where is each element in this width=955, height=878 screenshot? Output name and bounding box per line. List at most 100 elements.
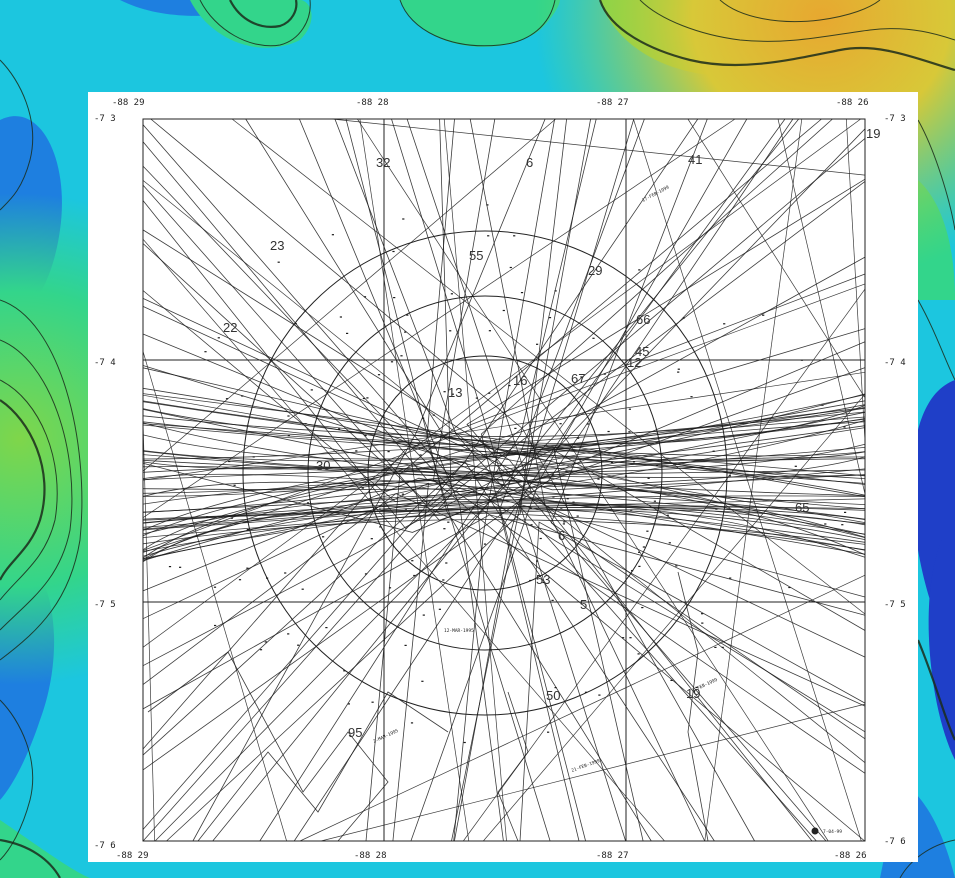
track-tick bbox=[628, 408, 631, 410]
track-tick bbox=[762, 314, 765, 316]
track-tick bbox=[632, 461, 636, 463]
track-tick bbox=[642, 546, 645, 548]
track-tick bbox=[347, 703, 350, 705]
track-tick bbox=[841, 524, 844, 526]
track-number: 19 bbox=[866, 126, 880, 141]
track-tick bbox=[488, 392, 491, 394]
survey-track bbox=[259, 118, 597, 842]
track-tick bbox=[701, 613, 704, 615]
track-tick bbox=[371, 701, 374, 703]
survey-track bbox=[142, 408, 866, 479]
track-tick bbox=[400, 355, 403, 357]
survey-track bbox=[483, 393, 866, 842]
survey-track bbox=[687, 118, 866, 398]
survey-track bbox=[142, 351, 287, 842]
track-tick bbox=[520, 292, 524, 294]
left-lat-label: -7 5 bbox=[94, 600, 116, 610]
track-tick bbox=[206, 516, 209, 518]
track-tick bbox=[586, 423, 589, 425]
survey-track bbox=[197, 691, 449, 842]
contour-line bbox=[639, 0, 955, 42]
track-plot-panel: -88 29 -88 28 -88 27 -88 26 -88 29 -88 2… bbox=[88, 92, 918, 862]
survey-track bbox=[142, 468, 866, 530]
survey-track bbox=[142, 461, 715, 842]
track-tick bbox=[379, 508, 382, 510]
track-tick bbox=[597, 478, 600, 480]
survey-track bbox=[480, 118, 833, 842]
track-tick bbox=[451, 393, 454, 395]
track-tick bbox=[213, 586, 217, 588]
contour-line bbox=[916, 639, 955, 741]
track-tick bbox=[421, 680, 424, 682]
track-tick bbox=[486, 204, 489, 206]
track-tick bbox=[551, 474, 554, 476]
survey-track bbox=[499, 118, 645, 842]
survey-track bbox=[359, 118, 470, 842]
track-tick bbox=[214, 624, 217, 627]
track-tick bbox=[343, 670, 346, 672]
track-tick bbox=[443, 391, 446, 393]
track-tick bbox=[442, 579, 445, 581]
survey-track bbox=[320, 703, 866, 842]
track-tick bbox=[701, 622, 704, 624]
survey-track bbox=[142, 118, 556, 472]
survey-track bbox=[142, 456, 866, 481]
track-tick bbox=[306, 502, 310, 504]
survey-track bbox=[142, 423, 866, 457]
track-tick bbox=[246, 567, 249, 569]
track-tick bbox=[364, 573, 368, 575]
contour-line bbox=[0, 399, 46, 581]
track-tick bbox=[449, 330, 452, 332]
track-tick bbox=[297, 644, 300, 646]
survey-track bbox=[142, 407, 866, 470]
track-tick bbox=[794, 465, 797, 467]
track-tick bbox=[712, 450, 715, 452]
track-tick bbox=[370, 538, 373, 540]
survey-track bbox=[142, 514, 866, 710]
track-tick bbox=[487, 235, 490, 237]
track-number: 30 bbox=[316, 458, 330, 473]
track-tick bbox=[514, 427, 517, 429]
track-tick bbox=[377, 374, 381, 376]
survey-track bbox=[231, 118, 866, 615]
track-tick bbox=[422, 614, 425, 616]
contour-line bbox=[0, 59, 34, 211]
survey-track bbox=[142, 444, 866, 667]
track-tick bbox=[508, 385, 511, 387]
track-number: 5 bbox=[580, 597, 587, 612]
track-tick bbox=[800, 359, 803, 361]
track-tick bbox=[547, 731, 550, 733]
survey-track bbox=[142, 118, 794, 771]
survey-track bbox=[299, 574, 866, 842]
track-tick bbox=[406, 314, 409, 316]
survey-track bbox=[142, 416, 866, 531]
track-tick bbox=[638, 269, 641, 271]
track-tick bbox=[438, 608, 441, 610]
track-tick bbox=[695, 686, 698, 688]
survey-track bbox=[142, 509, 866, 560]
track-tick bbox=[238, 579, 242, 581]
contour-line bbox=[598, 0, 955, 72]
track-tick bbox=[550, 449, 553, 451]
track-tick bbox=[287, 415, 290, 417]
track-tick bbox=[445, 562, 448, 564]
track-tick bbox=[629, 637, 632, 639]
survey-track bbox=[142, 365, 866, 491]
contour-line bbox=[899, 839, 955, 878]
track-tick bbox=[666, 514, 669, 516]
track-tick bbox=[844, 511, 847, 513]
track-tick bbox=[598, 694, 601, 696]
track-tick bbox=[668, 542, 671, 544]
track-tick bbox=[363, 296, 367, 298]
track-tick bbox=[252, 456, 255, 458]
survey-track bbox=[150, 118, 755, 842]
track-tick bbox=[565, 470, 568, 472]
top-lon-label: -88 26 bbox=[836, 98, 869, 108]
survey-track bbox=[704, 118, 803, 842]
survey-tracks bbox=[142, 118, 866, 842]
survey-track bbox=[142, 118, 861, 648]
survey-track bbox=[142, 306, 866, 538]
track-tick bbox=[554, 485, 557, 487]
track-number: 16 bbox=[513, 373, 527, 388]
survey-track bbox=[154, 118, 786, 842]
